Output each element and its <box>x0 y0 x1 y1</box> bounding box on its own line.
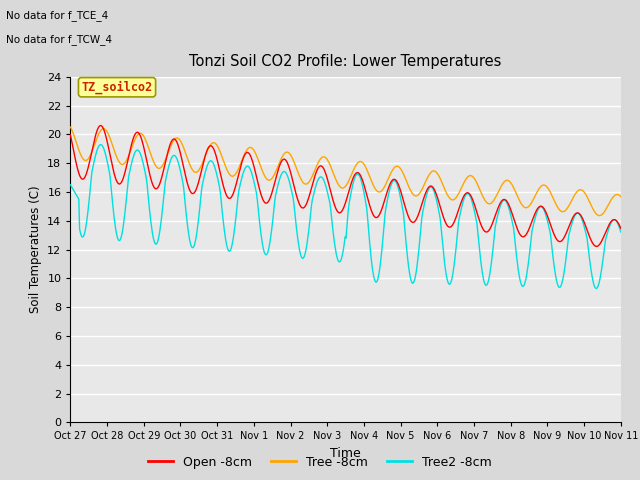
Title: Tonzi Soil CO2 Profile: Lower Temperatures: Tonzi Soil CO2 Profile: Lower Temperatur… <box>189 54 502 69</box>
Text: No data for f_TCW_4: No data for f_TCW_4 <box>6 34 113 45</box>
Text: TZ_soilco2: TZ_soilco2 <box>81 81 153 94</box>
X-axis label: Time: Time <box>330 447 361 460</box>
Y-axis label: Soil Temperatures (C): Soil Temperatures (C) <box>29 186 42 313</box>
Legend: Open -8cm, Tree -8cm, Tree2 -8cm: Open -8cm, Tree -8cm, Tree2 -8cm <box>143 451 497 474</box>
Text: No data for f_TCE_4: No data for f_TCE_4 <box>6 10 109 21</box>
